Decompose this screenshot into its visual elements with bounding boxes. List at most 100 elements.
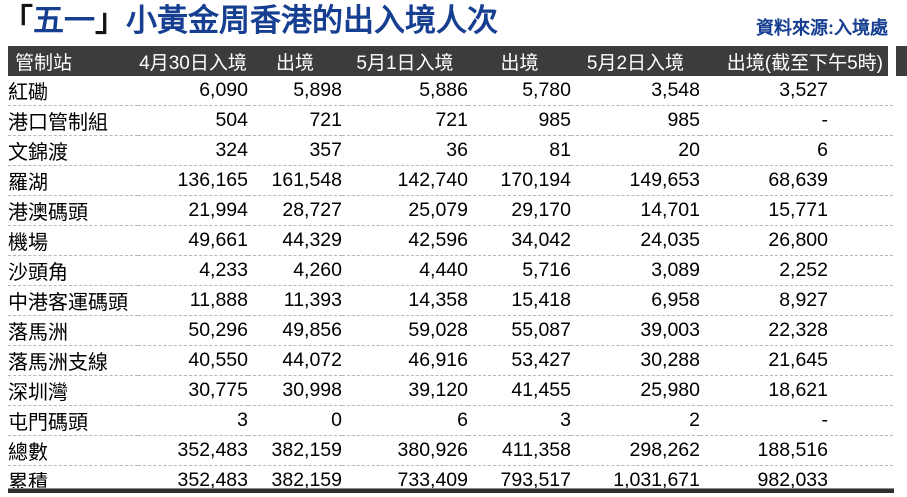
value-cell: 50,296 — [138, 315, 248, 346]
value-cell: 30,998 — [248, 375, 342, 406]
station-cell: 沙頭角 — [8, 255, 138, 286]
value-cell: 44,072 — [248, 345, 342, 376]
value-cell: 3 — [468, 405, 571, 436]
value-cell: 149,653 — [571, 165, 700, 196]
table-row: 文錦渡 324 357 36 81 20 6 — [8, 135, 893, 166]
value-cell: 21,645 — [700, 345, 893, 376]
value-cell: 21,994 — [138, 195, 248, 226]
value-cell: 3,527 — [779, 79, 828, 101]
value-cell: 324 — [138, 135, 248, 166]
value-cell: - — [700, 105, 893, 136]
value-cell: 985 — [571, 105, 700, 136]
value-cell: 161,548 — [248, 165, 342, 196]
title-bracket-open: 「 — [2, 3, 33, 38]
value-cell: 14,358 — [342, 285, 468, 316]
column-header: 5月1日入境 — [342, 46, 468, 76]
value-cell: 4,260 — [248, 255, 342, 286]
station-cell: 深圳灣 — [8, 375, 138, 406]
station-cell: 港澳碼頭 — [8, 195, 138, 226]
station-cell: 文錦渡 — [8, 135, 138, 166]
table-row: 羅湖 136,165 161,548 142,740 170,194 149,653 68,… — [8, 165, 893, 196]
header-edge-block — [896, 46, 907, 76]
value-cell: 46,916 — [342, 345, 468, 376]
title-quoted-text: 五一 — [33, 3, 95, 38]
column-header: 出境 — [468, 46, 571, 76]
value-cell: 53,427 — [468, 345, 571, 376]
value-cell: 0 — [248, 405, 342, 436]
value-cell: 55,087 — [468, 315, 571, 346]
value-cell: 25,980 — [571, 375, 700, 406]
value-cell: 142,740 — [342, 165, 468, 196]
value-cell: 2 — [571, 405, 700, 436]
value-cell: 3 — [138, 405, 248, 436]
table-row: 落馬洲 50,296 49,856 59,028 55,087 39,003 22,328 — [8, 315, 893, 346]
value-cell: 44,329 — [248, 225, 342, 256]
value-cell: 14,701 — [571, 195, 700, 226]
value-cell: 5,716 — [468, 255, 571, 286]
value-cell: - — [700, 405, 893, 436]
column-header: 管制站 — [8, 46, 138, 76]
column-header: 5月2日入境 — [571, 46, 700, 76]
title-bracket-close: 」 — [95, 3, 126, 38]
table-row: 沙頭角 4,233 4,260 4,440 5,716 3,089 2,252 — [8, 255, 893, 286]
value-cell: 6 — [700, 135, 893, 166]
value-cell: 6,090 — [199, 79, 248, 101]
table-row: 機場 49,661 44,329 42,596 34,042 24,035 26,800 — [8, 225, 893, 256]
value-cell: 25,079 — [342, 195, 468, 226]
bottom-rule — [8, 488, 894, 493]
value-cell: 4,440 — [342, 255, 468, 286]
value-cell: 28,727 — [248, 195, 342, 226]
value-cell: 36 — [342, 135, 468, 166]
value-cell: 2,252 — [700, 255, 893, 286]
column-header: 出境 — [248, 46, 342, 76]
table-header-row: 管制站 4月30日入境 出境 5月1日入境 出境 5月2日入境 出境(截至下午5時) — [8, 46, 893, 76]
value-cell: 34,042 — [468, 225, 571, 256]
table-row: 總數 352,483 382,159 380,926 411,358 298,262 188… — [8, 435, 893, 466]
table-row: 深圳灣 30,775 30,998 39,120 41,455 25,980 18,621 — [8, 375, 893, 406]
value-cell: 4,233 — [138, 255, 248, 286]
station-cell: 機場 — [8, 225, 138, 256]
table-row: 港澳碼頭 21,994 28,727 25,079 29,170 14,701 15,771 — [8, 195, 893, 226]
value-cell: 49,661 — [138, 225, 248, 256]
value-cell: 29,170 — [468, 195, 571, 226]
value-cell: 985 — [468, 105, 571, 136]
page-title: 「五一」小黃金周香港的出入境人次 — [2, 1, 498, 41]
station-cell: 中港客運碼頭 — [8, 285, 138, 316]
value-cell: 170,194 — [468, 165, 571, 196]
station-cell: 落馬洲支線 — [8, 345, 138, 376]
value-cell: 42,596 — [342, 225, 468, 256]
table-row: 港口管制組 504 721 721 985 985- — [8, 105, 893, 136]
value-cell: 380,926 — [342, 435, 468, 466]
value-cell: 188,516 — [700, 435, 893, 466]
table-row: 屯門碼頭 3 0 6 3 2- — [8, 405, 893, 436]
value-cell: 24,035 — [571, 225, 700, 256]
station-cell: 落馬洲 — [8, 315, 138, 346]
value-cell: 352,483 — [138, 435, 248, 466]
title-rest-text: 小黃金周香港的出入境人次 — [126, 3, 498, 38]
value-cell: 49,856 — [248, 315, 342, 346]
value-cell: 721 — [248, 105, 342, 136]
value-cell: 8,927 — [700, 285, 893, 316]
value-cell: 136,165 — [138, 165, 248, 196]
column-header: 出境(截至下午5時) — [700, 46, 893, 76]
value-cell: 382,159 — [248, 435, 342, 466]
value-cell: 504 — [138, 105, 248, 136]
value-cell: 15,418 — [468, 285, 571, 316]
value-cell: 6,958 — [571, 285, 700, 316]
station-cell: 屯門碼頭 — [8, 405, 138, 436]
value-cell: 81 — [468, 135, 571, 166]
value-cell: 5,898 — [293, 79, 342, 101]
table-row: 紅磡 6,090 5,898 5,886 5,780 3,548 3,527 — [8, 76, 893, 106]
value-cell: 3,548 — [651, 79, 700, 101]
value-cell: 5,886 — [419, 79, 468, 101]
station-cell: 港口管制組 — [8, 105, 138, 136]
value-cell: 20 — [571, 135, 700, 166]
value-cell: 3,089 — [571, 255, 700, 286]
value-cell: 30,775 — [138, 375, 248, 406]
value-cell: 15,771 — [700, 195, 893, 226]
value-cell: 18,621 — [700, 375, 893, 406]
value-cell: 59,028 — [342, 315, 468, 346]
value-cell: 41,455 — [468, 375, 571, 406]
value-cell: 357 — [248, 135, 342, 166]
